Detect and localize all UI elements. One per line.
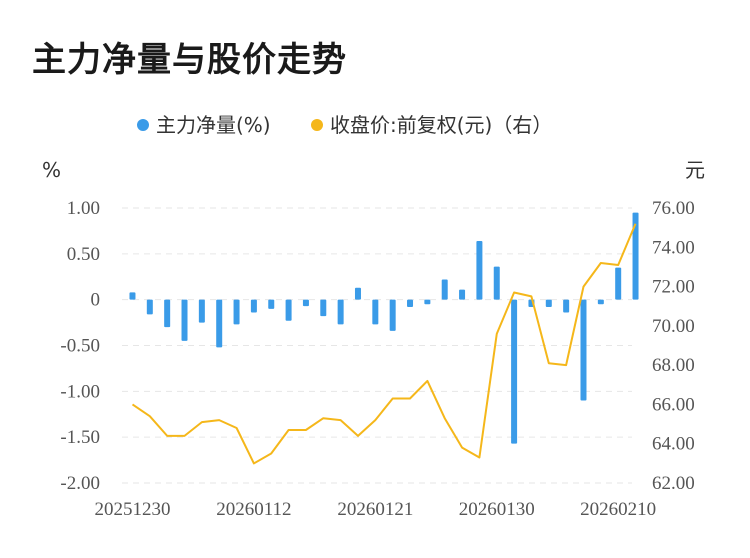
axes: 1.00 0.50 0 -0.50 -1.00 -1.50 -2.00 76.00 74.00 7… [42,158,705,520]
right-tick-label: 70.00 [652,316,695,337]
right-tick-label: 72.00 [652,277,695,298]
bar [181,299,188,341]
right-tick-label: 62.00 [652,473,695,494]
bar [407,299,414,307]
left-tick-label: 1.00 [67,198,100,219]
bar-series [129,212,639,444]
x-tick-label: 20260112 [216,499,291,520]
bar [389,299,396,331]
left-tick-label: 0 [91,290,101,311]
bar [459,289,466,300]
bar [441,279,448,300]
bar [216,299,223,348]
left-tick-label: -0.50 [60,336,100,357]
bar [493,266,500,300]
bar [164,299,171,328]
left-tick-label: 0.50 [67,244,100,265]
left-tick-label: -1.50 [60,427,100,448]
right-tick-label: 74.00 [652,237,695,258]
right-tick-label: 66.00 [652,394,695,415]
left-tick-label: -2.00 [60,473,100,494]
left-tick-label: -1.00 [60,381,100,402]
bar [250,299,257,313]
legend-marker [137,119,149,131]
bar [302,299,309,307]
x-tick-label: 20260121 [337,499,413,520]
bar [545,299,552,307]
bar [424,299,431,305]
legend-marker [311,119,323,131]
bar [563,299,570,313]
bar [337,299,344,325]
bar [268,299,275,309]
bar [320,299,327,317]
bar [233,299,240,325]
right-unit-label: 元 [685,158,705,182]
legend[interactable]: 主力净量(%) 收盘价:前复权(元)（右） [137,113,552,137]
bar [632,212,639,300]
right-tick-label: 64.00 [652,434,695,455]
bar [597,299,604,305]
x-tick-label: 20260130 [459,499,535,520]
bar [146,299,153,315]
right-tick-label: 68.00 [652,355,695,376]
legend-label: 收盘价:前复权(元)（右） [330,113,552,137]
bar [615,267,622,300]
x-tick-label: 20251230 [94,499,170,520]
left-unit-label: % [42,158,61,182]
line-series [131,223,637,465]
bar [511,299,518,444]
grid-lines [122,207,632,484]
price-line [131,223,637,465]
bar [198,299,205,323]
bar [354,287,361,300]
x-tick-label: 20260210 [580,499,656,520]
bar [372,299,379,325]
chart-title: 主力净量与股价走势 [32,40,347,80]
bar [580,299,587,401]
right-tick-label: 76.00 [652,198,695,219]
bar [285,299,292,321]
bar [129,292,136,300]
bar [476,241,483,300]
legend-label: 主力净量(%) [156,113,271,137]
